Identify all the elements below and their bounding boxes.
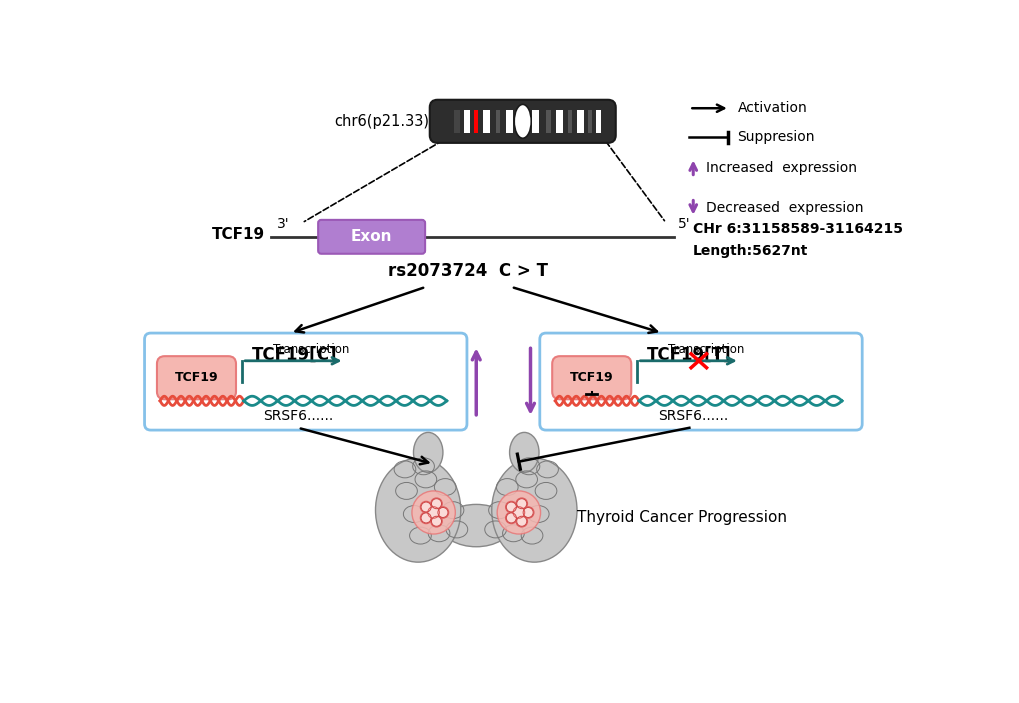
- Text: Decreased  expression: Decreased expression: [706, 200, 863, 214]
- Circle shape: [437, 507, 448, 518]
- Ellipse shape: [491, 458, 577, 562]
- Circle shape: [513, 507, 524, 518]
- Ellipse shape: [375, 458, 461, 562]
- FancyBboxPatch shape: [318, 220, 425, 254]
- Circle shape: [420, 512, 431, 524]
- Bar: [474, 110, 478, 133]
- Circle shape: [522, 507, 534, 518]
- Bar: [505, 110, 513, 133]
- Bar: [595, 110, 601, 133]
- Ellipse shape: [514, 104, 531, 138]
- Circle shape: [430, 498, 442, 510]
- Circle shape: [420, 501, 431, 512]
- Text: TCF19: TCF19: [211, 227, 264, 242]
- Bar: [568, 110, 572, 133]
- Text: Transcription: Transcription: [667, 343, 744, 356]
- Text: chr6(p21.33): chr6(p21.33): [334, 114, 429, 129]
- Text: TCF19: TCF19: [570, 371, 613, 385]
- Circle shape: [505, 501, 517, 512]
- Bar: [556, 110, 562, 133]
- Text: TCF19[C]: TCF19[C]: [251, 345, 336, 363]
- Text: SRSF6......: SRSF6......: [657, 409, 728, 423]
- Text: 3': 3': [277, 217, 289, 231]
- Circle shape: [427, 507, 439, 518]
- FancyBboxPatch shape: [551, 356, 631, 399]
- Bar: [576, 110, 583, 133]
- Bar: [587, 110, 592, 133]
- Ellipse shape: [441, 504, 511, 547]
- Text: Thyroid Cancer Progression: Thyroid Cancer Progression: [577, 510, 787, 525]
- Text: Length:5627nt: Length:5627nt: [693, 244, 808, 258]
- Text: CHr 6:31158589-31164215: CHr 6:31158589-31164215: [693, 222, 903, 236]
- Ellipse shape: [413, 432, 442, 472]
- Text: Activation: Activation: [737, 101, 806, 115]
- Bar: [482, 110, 489, 133]
- Text: Exon: Exon: [351, 229, 392, 245]
- Text: Transcription: Transcription: [273, 343, 350, 356]
- Text: SRSF6......: SRSF6......: [263, 409, 333, 423]
- Bar: [464, 110, 469, 133]
- Circle shape: [505, 512, 517, 524]
- FancyBboxPatch shape: [157, 356, 235, 399]
- Circle shape: [430, 515, 442, 527]
- Bar: [545, 110, 550, 133]
- Circle shape: [516, 515, 527, 527]
- Text: TCF19[T]: TCF19[T]: [646, 345, 731, 363]
- FancyBboxPatch shape: [145, 333, 467, 430]
- FancyBboxPatch shape: [429, 100, 615, 143]
- Text: rs2073724  C > T: rs2073724 C > T: [388, 262, 548, 280]
- Bar: [495, 110, 499, 133]
- Ellipse shape: [510, 432, 538, 472]
- Circle shape: [496, 491, 540, 534]
- Circle shape: [516, 498, 527, 510]
- Text: 5': 5': [677, 217, 690, 231]
- Bar: [532, 110, 539, 133]
- Text: Suppresion: Suppresion: [737, 131, 814, 145]
- Text: TCF19: TCF19: [174, 371, 218, 385]
- FancyBboxPatch shape: [539, 333, 861, 430]
- Circle shape: [412, 491, 454, 534]
- Text: Increased  expression: Increased expression: [706, 160, 857, 174]
- Bar: [453, 110, 460, 133]
